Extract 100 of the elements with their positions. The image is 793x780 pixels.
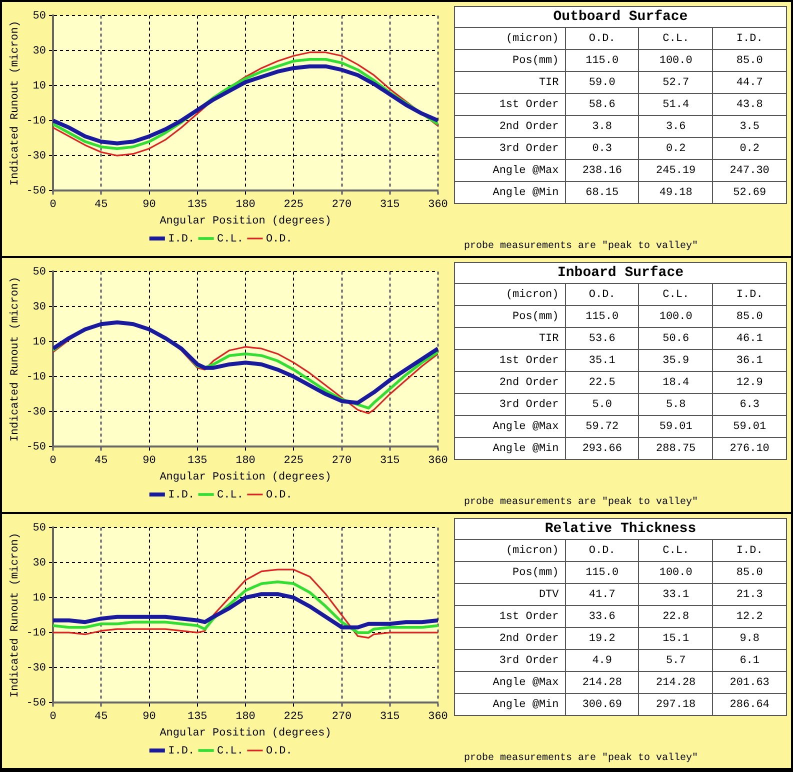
data-label: 59.01 (638, 416, 713, 438)
data-label: 100.0 (638, 50, 713, 72)
legend-label: I.D. (168, 233, 195, 246)
text: I.D. (712, 540, 786, 562)
y-tick-label: 30 (32, 558, 46, 570)
data-label: 115.0 (565, 50, 639, 72)
series-label: O.D. (565, 28, 639, 50)
data-label: 22.5 (565, 372, 639, 394)
data-label: 52.69 (712, 182, 786, 204)
data-label: 41.7 (565, 584, 639, 606)
series-label: O.D. (565, 540, 639, 562)
data-label: 46.1 (712, 328, 786, 350)
y-tick-label: -10 (26, 372, 46, 384)
x-tick-label: 315 (380, 455, 400, 468)
category-label: 3rd Order (454, 650, 566, 672)
data-label: 59.01 (712, 416, 786, 438)
x-axis-title: Angular Position (degrees) (160, 471, 332, 484)
y-tick-label: -10 (26, 628, 46, 640)
data-label: 276.10 (712, 438, 786, 460)
category-label: 1st Order (454, 606, 566, 628)
x-tick-label: 180 (236, 711, 256, 724)
y-tick-label: -10 (26, 116, 46, 128)
data-label: 53.6 (565, 328, 639, 350)
x-tick-label: 90 (142, 711, 156, 724)
x-tick-label: 180 (236, 199, 256, 212)
text: Inboard Surface (454, 262, 786, 284)
y-axis-title: Indicated Runout (micron) (10, 532, 22, 698)
data-label: 9.8 (712, 628, 786, 650)
data-label: 44.7 (712, 72, 786, 94)
data-label: 5.7 (638, 650, 713, 672)
y-tick-label: 30 (32, 302, 46, 314)
text: Relative Thickness (454, 518, 786, 540)
data-label: 35.9 (638, 350, 713, 372)
y-tick-label: -50 (26, 698, 46, 710)
x-tick-label: 270 (332, 455, 352, 468)
data-label: 5.0 (565, 394, 639, 416)
data-label: 59.72 (565, 416, 639, 438)
data-label: 51.4 (638, 94, 713, 116)
category-label: Angle @Min (454, 438, 566, 460)
data-label: 5.8 (638, 394, 713, 416)
data-label: 85.0 (712, 306, 786, 328)
category-label: Angle @Max (454, 672, 566, 694)
data-label: 68.15 (565, 182, 639, 204)
legend-label: I.D. (168, 489, 195, 502)
y-tick-label: 50 (32, 266, 46, 279)
category-label: TIR (454, 72, 566, 94)
x-tick-label: 0 (50, 199, 56, 212)
category-label: Pos(mm) (454, 306, 566, 328)
text: (micron) (454, 540, 566, 562)
category-label: 2nd Order (454, 116, 566, 138)
category-label: 3rd Order (454, 138, 566, 160)
data-label: 4.9 (565, 650, 639, 672)
category-label: Angle @Max (454, 416, 566, 438)
data-label: 49.18 (638, 182, 713, 204)
y-axis-title: Indicated Runout (micron) (10, 276, 22, 442)
data-label: 0.2 (638, 138, 713, 160)
data-label: 35.1 (565, 350, 639, 372)
y-tick-label: -30 (26, 406, 46, 419)
data-label: 297.18 (638, 694, 713, 716)
text: probe measurements are "peak to valley" (464, 241, 698, 252)
category-label: Angle @Max (454, 160, 566, 182)
x-tick-label: 0 (50, 711, 56, 724)
text: Outboard Surface (454, 6, 786, 28)
text: probe measurements are "peak to valley" (464, 753, 698, 764)
y-tick-label: -50 (26, 442, 46, 454)
data-label: 36.1 (712, 350, 786, 372)
x-tick-label: 45 (94, 711, 108, 724)
text: C.L. (638, 540, 713, 562)
data-label: 6.1 (712, 650, 786, 672)
data-label: 18.4 (638, 372, 713, 394)
x-tick-label: 90 (142, 455, 156, 468)
data-label: 3.5 (712, 116, 786, 138)
data-label: 288.75 (638, 438, 713, 460)
x-axis-title: Angular Position (degrees) (160, 727, 332, 740)
data-label: 12.2 (712, 606, 786, 628)
legend-label: O.D. (266, 489, 292, 502)
x-tick-label: 0 (50, 455, 56, 468)
category-label: 3rd Order (454, 394, 566, 416)
y-tick-label: -30 (26, 150, 46, 163)
data-label: 50.6 (638, 328, 713, 350)
data-label: 201.63 (712, 672, 786, 694)
data-label: 0.3 (565, 138, 639, 160)
data-label: 85.0 (712, 562, 786, 584)
data-label: 100.0 (638, 306, 713, 328)
data-label: 12.9 (712, 372, 786, 394)
y-tick-label: -50 (26, 186, 46, 198)
x-tick-label: 270 (332, 711, 352, 724)
data-label: 33.1 (638, 584, 713, 606)
x-tick-label: 225 (284, 455, 304, 468)
x-tick-label: 135 (187, 711, 208, 724)
data-label: 115.0 (565, 306, 639, 328)
category-label: Angle @Min (454, 694, 566, 716)
x-tick-label: 225 (284, 711, 304, 724)
text: I.D. (712, 28, 786, 50)
text: C.L. (638, 284, 713, 306)
series-label: O.D. (565, 284, 639, 306)
x-tick-label: 180 (236, 455, 256, 468)
data-label: 21.3 (712, 584, 786, 606)
x-tick-label: 225 (284, 199, 304, 212)
data-label: 214.28 (638, 672, 713, 694)
